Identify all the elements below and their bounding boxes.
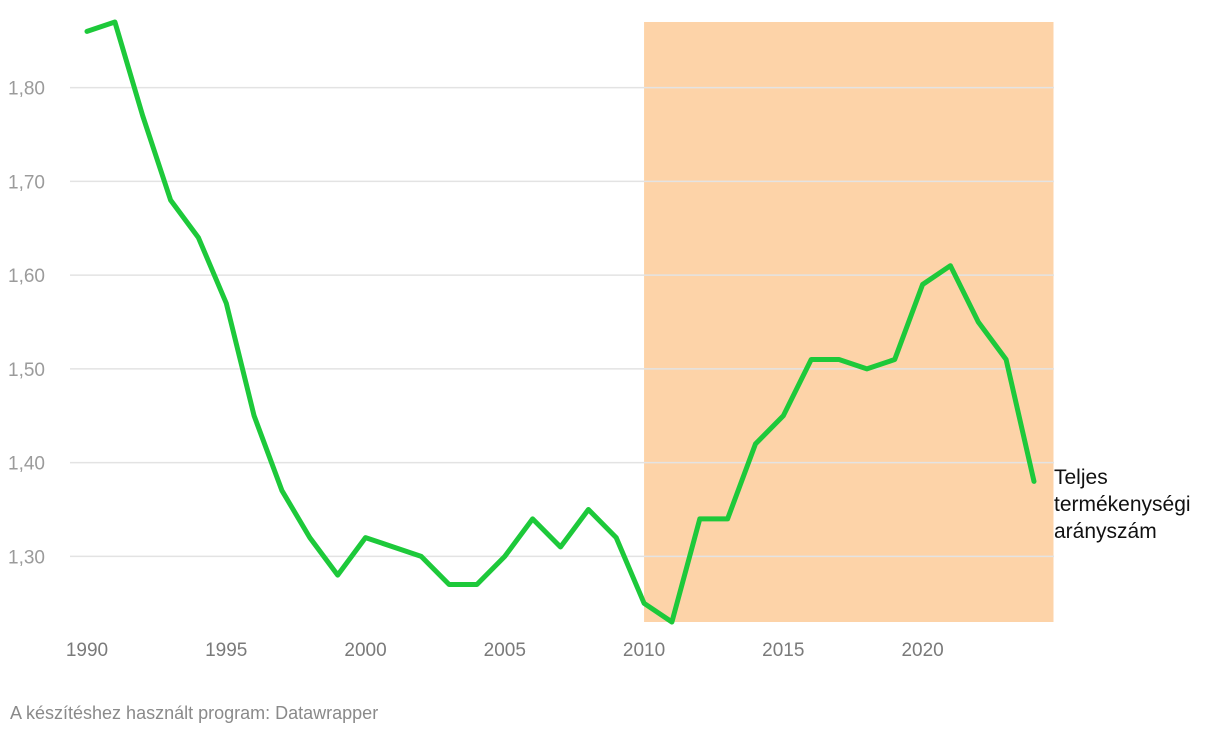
series-line <box>84 19 1037 625</box>
highlight-layer <box>644 22 1054 622</box>
y-tick-label: 1,80 <box>8 79 45 100</box>
y-tick-label: 1,60 <box>8 266 45 287</box>
x-axis-ticks: 1990 1995 2000 2005 2010 2015 2020 <box>66 640 944 661</box>
series-layer <box>84 19 1037 625</box>
y-axis-ticks: 1,30 1,40 1,50 1,60 1,70 1,80 <box>8 79 45 569</box>
x-tick-label: 1995 <box>205 640 247 661</box>
y-tick-label: 1,40 <box>8 454 45 475</box>
gridlines <box>70 86 1054 558</box>
x-tick-label: 2000 <box>344 640 386 661</box>
series-label-line: Teljes <box>1054 466 1108 489</box>
y-tick-label: 1,70 <box>8 172 45 193</box>
x-tick-label: 2005 <box>484 640 526 661</box>
x-tick-label: 1990 <box>66 640 108 661</box>
highlight-band <box>644 22 1054 622</box>
x-tick-label: 2010 <box>623 640 665 661</box>
y-tick-label: 1,50 <box>8 360 45 381</box>
footer-credit: A készítéshez használt program: Datawrap… <box>10 703 379 723</box>
series-label-line: termékenységi <box>1054 493 1191 516</box>
series-labels: Teljes termékenységi arányszám <box>1054 466 1191 543</box>
y-tick-label: 1,30 <box>8 547 45 568</box>
series-label-line: arányszám <box>1054 520 1157 543</box>
x-tick-label: 2015 <box>762 640 804 661</box>
x-tick-label: 2020 <box>901 640 943 661</box>
